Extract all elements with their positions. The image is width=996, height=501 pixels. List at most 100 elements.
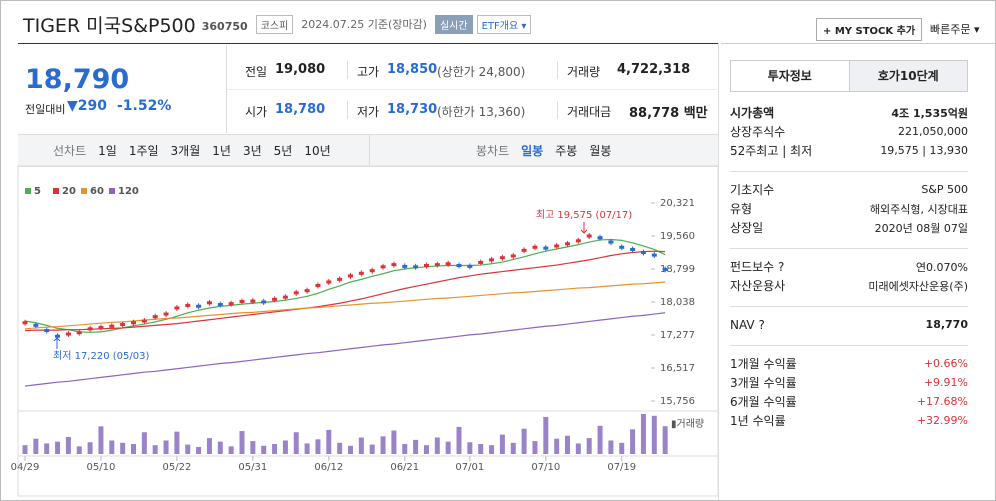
candle-body xyxy=(76,331,82,335)
candle-body xyxy=(206,301,212,305)
divider xyxy=(347,101,348,119)
side-group: 시가총액 4조 1,535억원 상장주식수 221,050,000 52주최고 | 최저… xyxy=(730,100,968,163)
tab[interactable]: 3개월 xyxy=(170,144,201,158)
tab[interactable]: 10년 xyxy=(304,144,331,158)
quick-order[interactable]: 빠른주문 ▾ xyxy=(930,23,980,36)
line-tabs: 선차트 1일 1주일 3개월 1년 3년 5년 10년 xyxy=(53,142,343,159)
tab[interactable]: 1년 xyxy=(212,144,231,158)
volume-bar xyxy=(304,443,310,454)
volume-bar xyxy=(228,446,234,454)
market-badge: 코스피 xyxy=(255,14,294,34)
candle-body xyxy=(565,242,570,246)
volume-bar xyxy=(662,426,668,454)
volume-bar xyxy=(423,445,429,454)
side-value: S&P 500 xyxy=(921,183,968,196)
divider xyxy=(718,43,719,500)
volume-bar xyxy=(185,444,191,454)
volume-bar xyxy=(565,435,570,454)
candle-body xyxy=(217,303,223,307)
mystock-button[interactable]: + MY STOCK 추가 xyxy=(816,18,923,41)
x-tick-label: 06/12 xyxy=(314,462,343,473)
candle-body xyxy=(478,260,484,264)
side-label: 펀드보수 ? xyxy=(730,260,785,274)
y-tick-label: 17,277 xyxy=(660,330,695,341)
side-tabs: 투자정보 호가10단계 xyxy=(730,60,968,92)
candle-body xyxy=(456,264,462,268)
divider xyxy=(557,61,558,79)
volume-bar xyxy=(369,444,375,454)
volume-bar xyxy=(109,440,115,454)
etf-button[interactable]: ETF개요 ▾ xyxy=(476,14,532,34)
quote-value: 19,080 xyxy=(275,62,326,77)
side-value: 18,770 xyxy=(925,318,968,331)
y-tick-label: 16,517 xyxy=(660,363,695,374)
quote-label: 시가 xyxy=(245,105,268,119)
side-label: 시가총액 xyxy=(730,106,775,120)
candle-body xyxy=(185,303,191,307)
volume-bar xyxy=(44,443,50,454)
candle-body xyxy=(65,332,71,336)
divider xyxy=(347,61,348,79)
tab[interactable]: 1일 xyxy=(98,144,117,158)
side-tab[interactable]: 투자정보 xyxy=(731,61,849,91)
side-group: 기초지수 S&P 500 유형 해외주식형, 시장대표 상장일 2020년 08월 07일 xyxy=(730,171,968,240)
tab[interactable]: 월봉 xyxy=(589,144,612,158)
realtime-badge[interactable]: 실시간 xyxy=(434,14,473,34)
side-label: 6개월 수익률 xyxy=(730,395,797,409)
side-label: 상장일 xyxy=(730,221,764,235)
candle-body xyxy=(532,245,538,249)
x-tick-label: 05/22 xyxy=(162,462,191,473)
chart: 최고 19,575 (07/17) 최저 17,220 (05/03) ▮거래량… xyxy=(11,165,719,497)
legend-swatch xyxy=(25,188,31,194)
candle-body xyxy=(445,262,451,266)
side-row: 3개월 수익률 +9.91% xyxy=(730,373,968,392)
side-value: 미래에셋자산운용(주) xyxy=(868,279,968,293)
candle-body xyxy=(120,322,126,326)
side-label: 상장주식수 xyxy=(730,125,786,139)
volume-bar xyxy=(261,445,267,454)
candle-body xyxy=(152,315,158,319)
high-arrow xyxy=(580,222,588,234)
volume-bar xyxy=(120,442,126,454)
candle-body xyxy=(87,327,93,331)
tab-title: 선차트 xyxy=(53,144,87,158)
tab[interactable]: 5년 xyxy=(273,144,293,158)
candle-body xyxy=(337,277,343,281)
side-row: 상장주식수 221,050,000 xyxy=(730,122,968,141)
volume-bar xyxy=(586,438,592,454)
y-tick-label: 20,321 xyxy=(660,198,695,209)
tab-bar xyxy=(18,134,718,167)
side-row: 상장일 2020년 08월 07일 xyxy=(730,218,968,237)
tab[interactable]: 일봉 xyxy=(521,144,544,158)
side-row: 기초지수 S&P 500 xyxy=(730,180,968,199)
candle-body xyxy=(261,300,267,304)
candle-body xyxy=(348,274,353,278)
volume-bar xyxy=(22,445,28,454)
ma-line xyxy=(24,238,666,333)
quote-extra: (하한가 13,360) xyxy=(437,105,526,119)
candle-body xyxy=(640,250,646,254)
candle-body xyxy=(597,236,603,240)
candle-body xyxy=(467,264,473,268)
side-value: 19,575 | 13,930 xyxy=(880,144,968,157)
tab[interactable]: 주봉 xyxy=(555,144,578,158)
candle-body xyxy=(662,267,668,271)
ma-line xyxy=(24,250,666,332)
side-group: NAV ? 18,770 xyxy=(730,306,968,337)
volume-bar xyxy=(499,434,505,454)
candle-body xyxy=(304,289,310,293)
side-tab[interactable]: 호가10단계 xyxy=(848,61,967,91)
tab[interactable]: 3년 xyxy=(242,144,262,158)
volume-bar xyxy=(651,415,657,454)
divider xyxy=(369,135,370,165)
divider xyxy=(721,43,995,44)
volume-bar xyxy=(478,444,484,454)
quote-value: 88,778 백만 xyxy=(629,106,708,121)
tab[interactable]: 1주일 xyxy=(128,144,159,158)
volume-bar xyxy=(434,437,440,454)
side-row: 펀드보수 ? 연0.070% xyxy=(730,257,968,276)
legend-label: 120 xyxy=(118,186,139,197)
side-label: 3개월 수익률 xyxy=(730,376,797,390)
quote-extra: (상한가 24,800) xyxy=(437,65,526,79)
volume-bar xyxy=(402,444,408,454)
